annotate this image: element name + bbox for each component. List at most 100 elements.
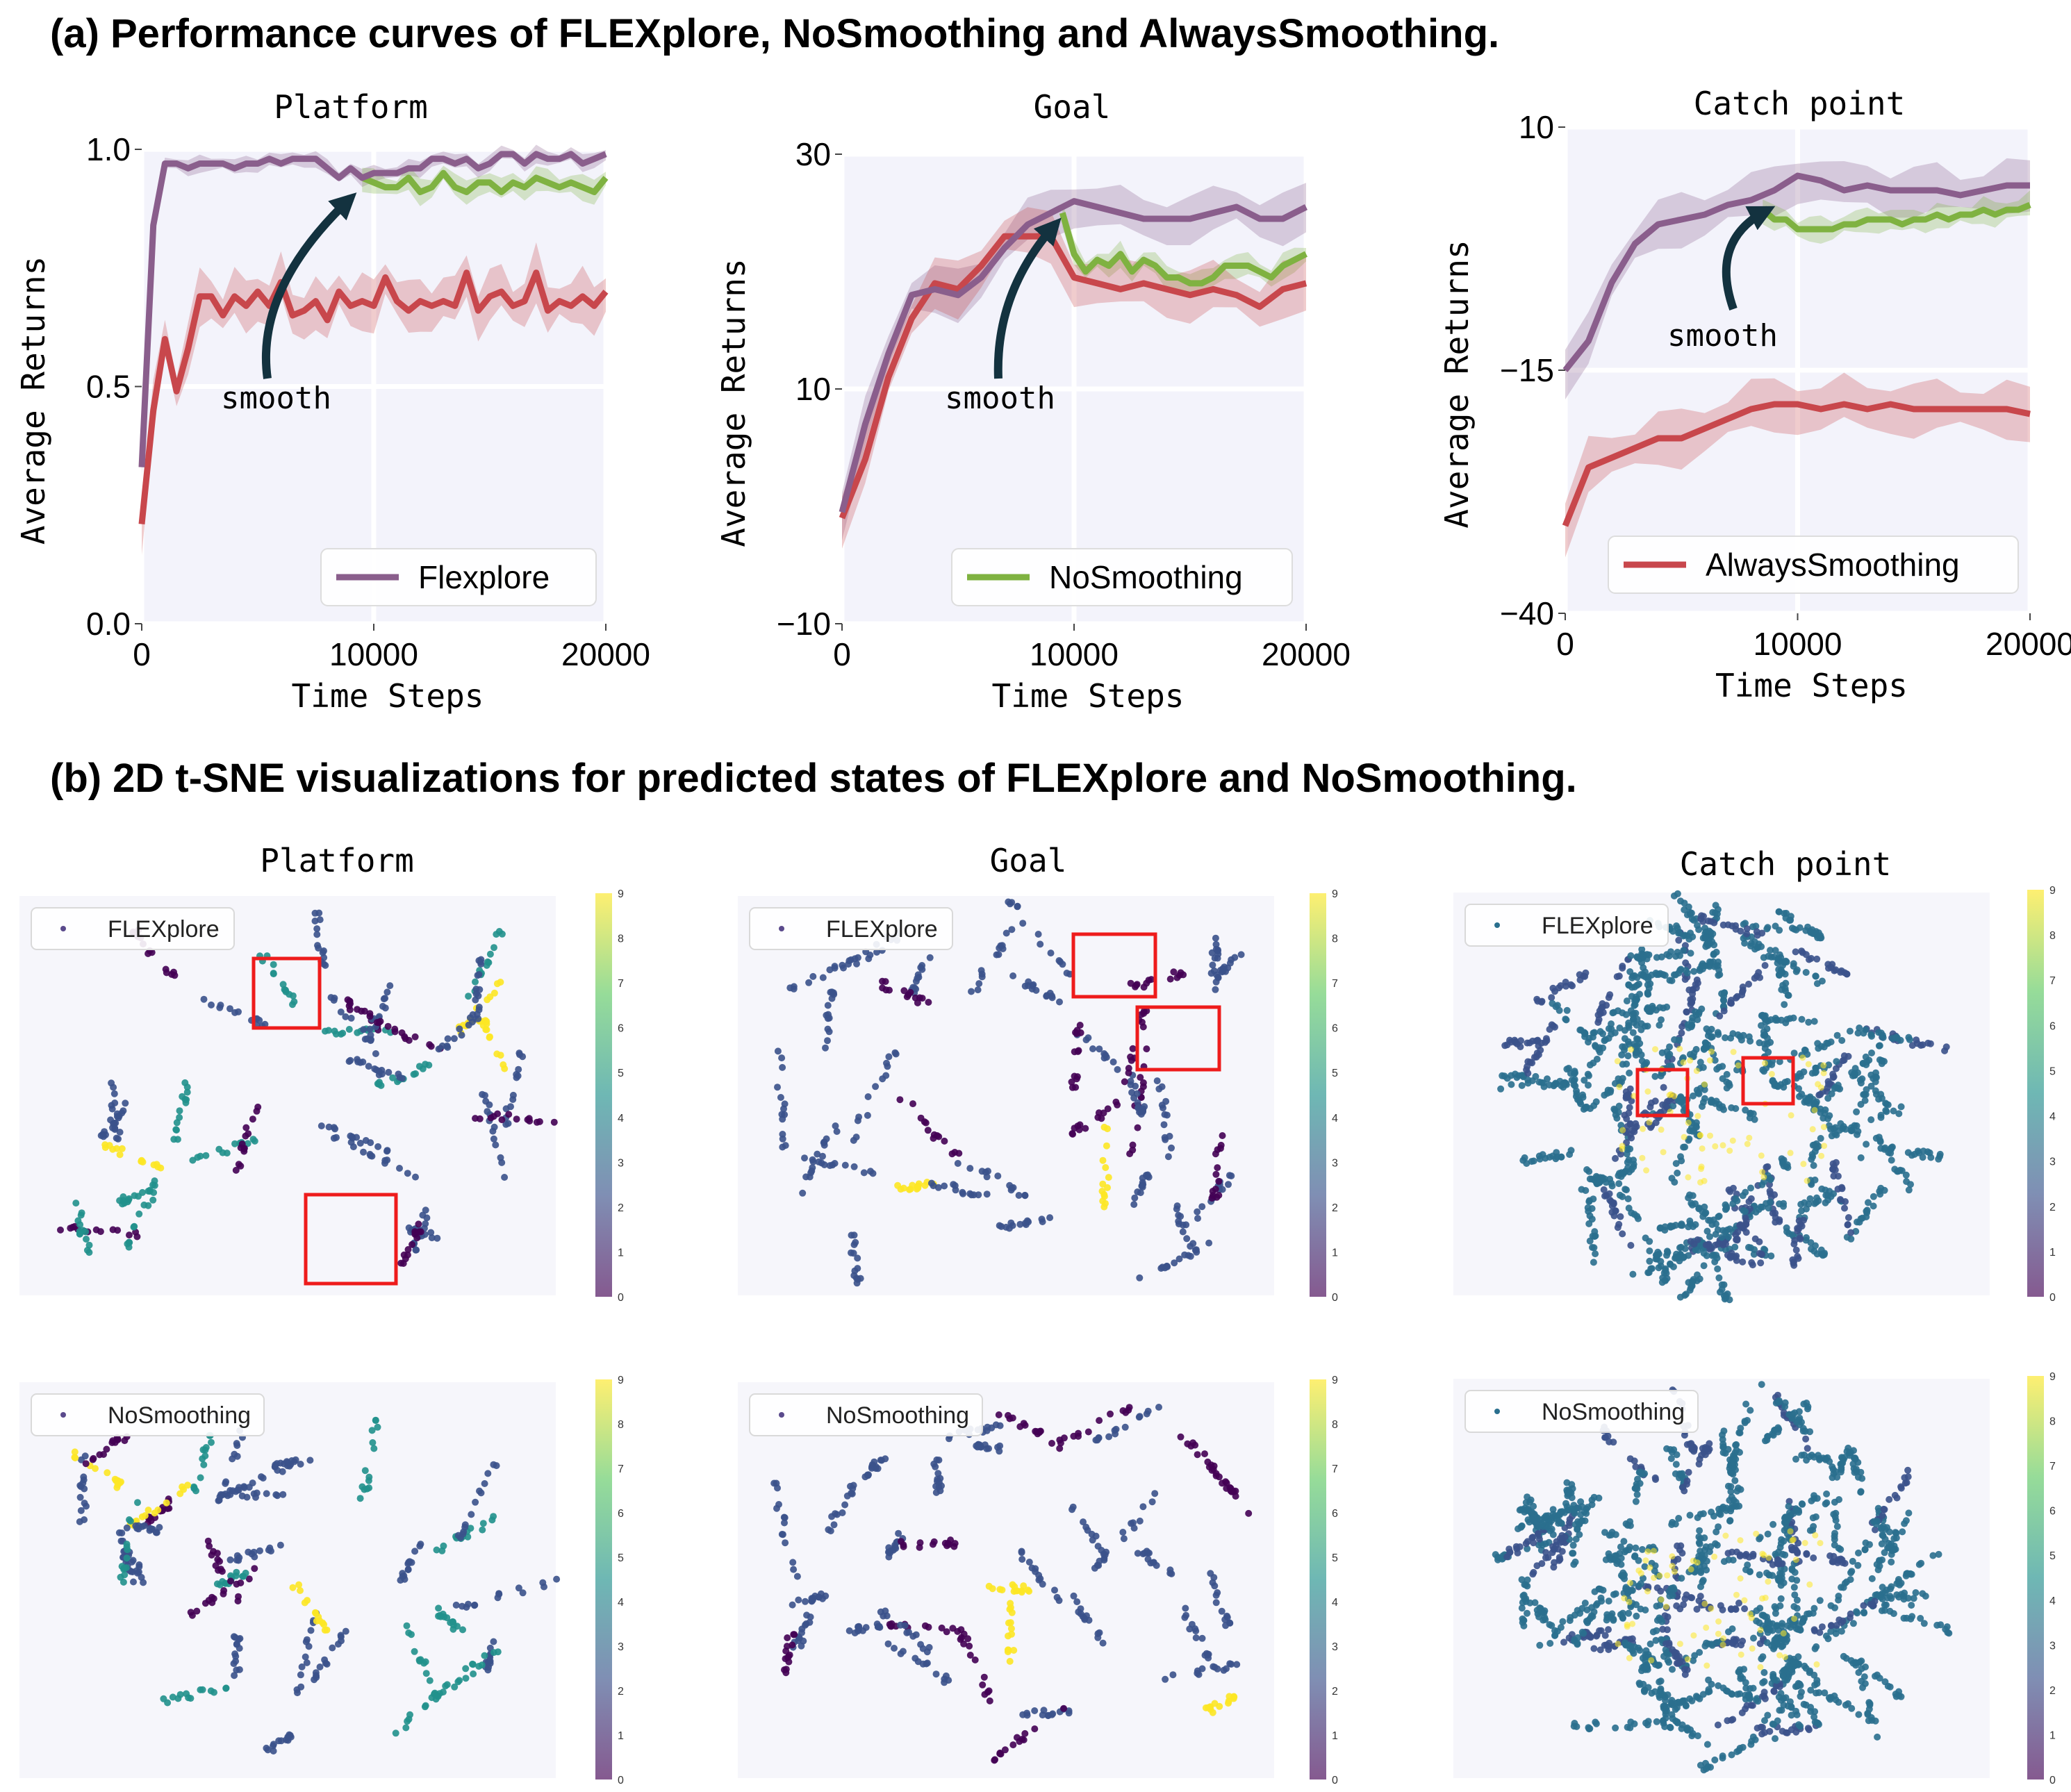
tsne-point (220, 1587, 228, 1594)
tsne-point (897, 1650, 905, 1657)
tsne-point (1134, 1124, 1141, 1131)
tsne-point (1519, 1156, 1527, 1164)
tsne-point (1515, 1525, 1521, 1533)
tsne-point (1215, 1177, 1223, 1185)
tsne-point (1692, 1045, 1700, 1053)
tsne-point (1854, 1029, 1862, 1037)
tsne-point (1675, 936, 1683, 944)
tsne-point (1643, 1059, 1651, 1066)
tsne-point (1524, 1545, 1531, 1552)
tsne-point (337, 1009, 345, 1015)
tsne-point (779, 1063, 786, 1071)
tsne-point (909, 1100, 916, 1108)
tsne-point (1784, 1702, 1792, 1710)
y-tick-label: 10 (795, 371, 831, 407)
tsne-point (1139, 1181, 1147, 1188)
tsne-point (1764, 1034, 1771, 1042)
tsne-point (897, 1621, 904, 1629)
tsne-point (1094, 1113, 1102, 1121)
tsne-point (852, 1275, 860, 1282)
tsne-point (1663, 1048, 1671, 1056)
tsne-point (891, 1645, 898, 1652)
tsne-point (1128, 1088, 1136, 1096)
tsne-point (851, 1267, 859, 1275)
tsne-point (1037, 1575, 1044, 1582)
tsne-point (1077, 1029, 1084, 1036)
tsne-point (124, 1546, 131, 1554)
tsne-point (1562, 982, 1569, 990)
tsne-point (1785, 992, 1792, 999)
tsne-point (1179, 1228, 1187, 1236)
tsne-point (1180, 971, 1187, 979)
tsne-point (1226, 1172, 1233, 1179)
legend-box (1608, 536, 2019, 594)
tsne-point (1723, 1070, 1731, 1078)
tsne-legend-marker (1494, 922, 1500, 928)
tsne-point (968, 988, 975, 995)
tsne-point (1207, 1706, 1214, 1714)
tsne-point (782, 1648, 790, 1654)
tsne-point (437, 1613, 445, 1620)
tsne-point (490, 989, 498, 997)
tsne-point (919, 1660, 927, 1668)
tsne-point (1821, 1143, 1828, 1150)
tsne-point (1576, 1026, 1584, 1034)
tsne-point (1719, 1075, 1726, 1082)
tsne-point (179, 1483, 186, 1491)
tsne-point (1727, 999, 1735, 1006)
tsne-point (1632, 1544, 1640, 1552)
tsne-point (1103, 1142, 1110, 1150)
highlight-box (304, 1193, 398, 1286)
tsne-point (798, 1642, 805, 1650)
tsne-point (782, 1142, 789, 1150)
tsne-point (237, 1579, 245, 1586)
tsne-point (1701, 1534, 1708, 1542)
tsne-point (396, 1074, 404, 1081)
tsne-point (1856, 1077, 1864, 1084)
tsne-point (1596, 1586, 1604, 1593)
tsne-point (1644, 981, 1651, 988)
tsne-point (1719, 1441, 1727, 1448)
tsne-point (1575, 1504, 1583, 1512)
tsne-point (275, 1737, 283, 1745)
tsne-point (1756, 1238, 1763, 1245)
tsne-point (1658, 1126, 1665, 1133)
tsne-point (1617, 1213, 1624, 1220)
tsne-point (1683, 932, 1691, 940)
tsne-point (960, 1630, 968, 1638)
tsne-point (1583, 1606, 1591, 1613)
tsne-point (1100, 1109, 1107, 1117)
tsne-point (1581, 1030, 1589, 1038)
tsne-point (474, 972, 481, 979)
tsne-point (498, 1116, 506, 1124)
tsne-point (193, 1607, 201, 1615)
tsne-point (392, 1729, 399, 1737)
tsne-point (830, 1521, 838, 1529)
tsne-point (839, 961, 846, 969)
tsne-point (1901, 1479, 1909, 1487)
legend: Flexplore (320, 548, 597, 606)
tsne-point (1177, 1213, 1185, 1220)
tsne-point (1181, 1251, 1189, 1259)
tsne-point (160, 1695, 167, 1702)
tsne-point (1056, 1445, 1064, 1452)
tsne-point (1606, 991, 1614, 999)
tsne-point (1677, 1243, 1685, 1251)
tsne-point (833, 1128, 841, 1135)
tsne-point (113, 1145, 120, 1152)
tsne-point (454, 1623, 461, 1630)
tsne-point (1127, 1081, 1134, 1088)
tsne-point (1633, 997, 1640, 1004)
tsne-point (1860, 1609, 1868, 1617)
tsne-point (1625, 1109, 1633, 1117)
tsne-point (1933, 1621, 1941, 1629)
tsne-point (349, 1134, 356, 1142)
tsne-point (1009, 1581, 1016, 1588)
tsne-point (1699, 965, 1706, 973)
tsne-point (1742, 1214, 1749, 1222)
tsne-point (1594, 1011, 1602, 1019)
tsne-point (1693, 1605, 1701, 1613)
tsne-point (231, 1450, 238, 1458)
tsne-point (1205, 1239, 1213, 1247)
tsne-point (183, 1690, 190, 1698)
